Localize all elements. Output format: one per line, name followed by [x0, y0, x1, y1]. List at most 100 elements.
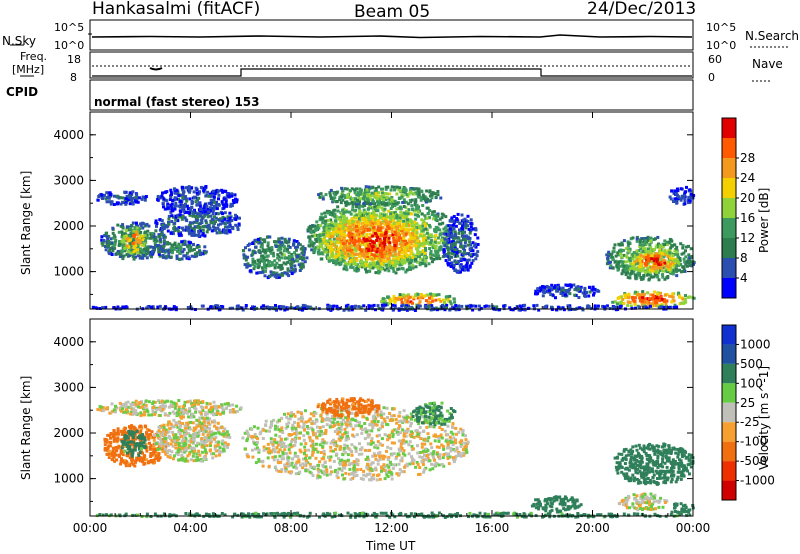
heatmap-cell — [402, 219, 406, 223]
heatmap-cell — [437, 298, 441, 301]
heatmap-cell — [162, 240, 166, 244]
heatmap-cell — [218, 308, 222, 312]
heatmap-cell — [301, 265, 305, 269]
heatmap-cell — [187, 229, 191, 233]
heatmap-cell — [633, 273, 637, 277]
heatmap-cell — [170, 243, 174, 247]
heatmap-cell — [541, 294, 545, 298]
heatmap-cell — [298, 269, 302, 272]
heatmap-cell — [438, 246, 442, 250]
heatmap-cell — [214, 220, 217, 224]
heatmap-cell — [139, 248, 143, 252]
heatmap-cell — [583, 288, 587, 292]
heatmap-cell — [195, 191, 199, 195]
heatmap-cell — [667, 306, 671, 310]
heatmap-cell — [111, 249, 115, 253]
heatmap-cell — [532, 304, 536, 308]
heatmap-cell — [389, 207, 393, 211]
heatmap-cell — [434, 218, 438, 222]
heatmap-cell — [341, 215, 345, 218]
heatmap-cell — [332, 304, 336, 308]
heatmap-cell — [650, 302, 654, 306]
heatmap-cell — [411, 208, 415, 212]
heatmap-cell — [324, 250, 328, 254]
heatmap-cell — [328, 237, 332, 241]
heatmap-cell — [634, 306, 637, 310]
heatmap-cell — [574, 286, 578, 290]
heatmap-cell — [365, 247, 369, 251]
heatmap-cell — [147, 251, 150, 255]
heatmap-cell — [321, 231, 325, 235]
heatmap-cell — [427, 262, 431, 266]
heatmap-cell — [213, 215, 216, 219]
heatmap-cell — [385, 255, 389, 259]
heatmap-cell — [195, 212, 199, 216]
heatmap-cell — [675, 264, 679, 268]
heatmap-cell — [115, 201, 119, 205]
heatmap-cell — [476, 250, 480, 254]
heatmap-cell — [278, 247, 282, 251]
heatmap-cell — [357, 195, 361, 199]
heatmap-cell — [326, 231, 330, 235]
heatmap-cell — [681, 246, 685, 250]
heatmap-cell — [194, 186, 198, 190]
heatmap-cell — [104, 248, 108, 252]
heatmap-cell — [430, 196, 434, 200]
heatmap-cell — [648, 297, 651, 301]
heatmap-cell — [639, 253, 643, 257]
heatmap-cell — [368, 202, 372, 206]
heatmap-cell — [179, 203, 183, 207]
heatmap-cell — [620, 264, 624, 268]
heatmap-cell — [428, 242, 432, 246]
heatmap-cell — [367, 244, 371, 248]
heatmap-cell — [420, 262, 424, 266]
heatmap-cell — [363, 248, 367, 252]
heatmap-cell — [296, 245, 299, 249]
heatmap-cell — [101, 196, 105, 200]
heatmap-cell — [373, 232, 377, 235]
heatmap-cell — [645, 250, 649, 254]
heatmap-cell — [251, 252, 255, 256]
heatmap-cell — [410, 220, 414, 224]
heatmap-cell — [121, 196, 125, 200]
heatmap-cell — [344, 256, 348, 260]
heatmap-cell — [133, 241, 137, 245]
heatmap-cell — [423, 198, 427, 202]
heatmap-cell — [157, 235, 161, 239]
heatmap-cell — [622, 253, 626, 257]
heatmap-cell — [379, 212, 382, 216]
heatmap-cell — [149, 245, 153, 249]
heatmap-cell — [348, 219, 352, 223]
heatmap-cell — [386, 192, 390, 196]
heatmap-cell — [285, 306, 289, 310]
heatmap-cell — [378, 255, 382, 259]
heatmap-cell — [549, 288, 553, 292]
heatmap-cell — [398, 189, 402, 193]
heatmap-cell — [118, 240, 121, 243]
heatmap-cell — [407, 249, 411, 253]
heatmap-cell — [162, 226, 166, 230]
heatmap-cell — [566, 290, 569, 294]
heatmap-cell — [173, 207, 177, 211]
heatmap-cell — [687, 195, 691, 199]
heatmap-cell — [639, 276, 643, 279]
heatmap-cell — [631, 252, 635, 256]
heatmap-cell — [625, 247, 629, 250]
heatmap-cell — [145, 233, 149, 237]
heatmap-cell — [622, 264, 626, 268]
heatmap-cell — [619, 295, 623, 299]
heatmap-cell — [654, 301, 657, 305]
heatmap-cell — [438, 228, 442, 232]
heatmap-cell — [337, 223, 341, 227]
heatmap-cell — [130, 224, 134, 227]
heatmap-cell — [328, 235, 332, 239]
heatmap-cell — [187, 257, 191, 261]
heatmap-cell — [577, 296, 581, 299]
heatmap-cell — [443, 244, 447, 248]
heatmap-cell — [127, 245, 131, 249]
heatmap-cell — [398, 248, 401, 251]
heatmap-cell — [376, 222, 380, 225]
heatmap-cell — [170, 251, 174, 255]
heatmap-cell — [298, 243, 302, 247]
